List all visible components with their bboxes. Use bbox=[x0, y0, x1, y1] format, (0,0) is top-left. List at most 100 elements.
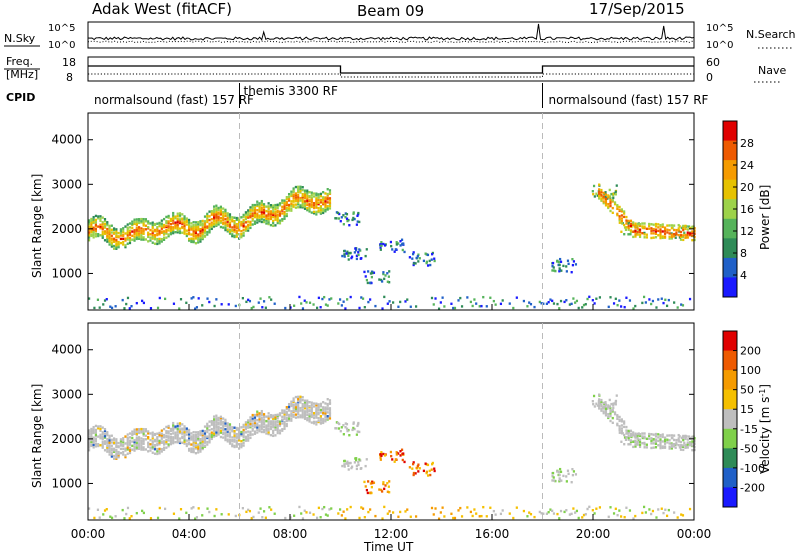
power-cell bbox=[600, 195, 603, 198]
power-cell bbox=[251, 219, 254, 222]
power-cell bbox=[691, 234, 694, 237]
velocity-cell bbox=[411, 467, 414, 470]
power-cell bbox=[176, 212, 179, 215]
power-cell bbox=[632, 235, 635, 239]
velocity-cell bbox=[342, 424, 345, 427]
velocity-cell bbox=[326, 402, 329, 406]
velocity-cell bbox=[372, 481, 376, 484]
velocity-cell bbox=[133, 440, 136, 444]
velocity-cell bbox=[677, 433, 680, 437]
velocity-cell bbox=[228, 423, 232, 426]
power-cell bbox=[274, 207, 277, 211]
power-cell bbox=[600, 199, 603, 202]
velocity-cell bbox=[183, 428, 186, 432]
power-cell bbox=[110, 243, 113, 246]
velocity-cell bbox=[412, 472, 416, 475]
power-cell bbox=[88, 228, 91, 232]
power-cell bbox=[688, 233, 692, 237]
velocity-cell bbox=[404, 510, 407, 513]
velocity-cell bbox=[632, 431, 635, 434]
velocity-cell bbox=[383, 454, 387, 457]
velocity-cell bbox=[693, 445, 696, 449]
velocity-cell bbox=[249, 430, 252, 434]
velocity-cell bbox=[265, 432, 268, 435]
power-cell bbox=[240, 224, 243, 227]
velocity-cell bbox=[174, 426, 177, 430]
power-cell bbox=[310, 199, 313, 203]
power-cell bbox=[652, 236, 655, 239]
power-cell bbox=[222, 226, 225, 229]
velocity-cell bbox=[181, 427, 184, 430]
velocity-cell bbox=[627, 429, 630, 433]
velocity-cell bbox=[237, 439, 241, 442]
velocity-cell bbox=[126, 440, 129, 443]
velocity-cell bbox=[679, 440, 683, 444]
velocity-cell bbox=[354, 457, 357, 460]
power-cell bbox=[140, 219, 143, 223]
power-cell bbox=[283, 199, 286, 202]
power-cell bbox=[317, 201, 320, 204]
velocity-cell bbox=[94, 439, 98, 443]
velocity-cell bbox=[122, 443, 125, 447]
velocity-cell bbox=[650, 437, 653, 440]
velocity-cell bbox=[439, 511, 442, 514]
power-cell bbox=[571, 263, 575, 267]
velocity-cell bbox=[417, 470, 420, 473]
power-cell bbox=[251, 209, 254, 212]
power-cell bbox=[661, 225, 664, 229]
velocity-cell bbox=[217, 418, 220, 422]
power-cell bbox=[262, 211, 266, 214]
velocity-cell bbox=[607, 406, 610, 409]
power-cell bbox=[310, 191, 313, 194]
power-cell bbox=[133, 220, 136, 224]
power-cell bbox=[395, 243, 398, 246]
velocity-cell bbox=[317, 403, 320, 406]
power-cell bbox=[383, 295, 386, 299]
power-cell bbox=[554, 269, 557, 273]
velocity-cell bbox=[664, 508, 667, 511]
power-cell bbox=[199, 222, 202, 225]
power-cell bbox=[386, 280, 389, 283]
velocity-cell bbox=[652, 433, 655, 436]
power-cell bbox=[133, 239, 136, 242]
velocity-cell bbox=[247, 439, 250, 442]
velocity-cell bbox=[662, 511, 665, 515]
velocity-cell bbox=[151, 443, 154, 447]
power-cell bbox=[299, 187, 302, 190]
velocity-cell bbox=[604, 407, 608, 411]
velocity-cell bbox=[673, 434, 676, 437]
velocity-cell bbox=[187, 433, 191, 436]
velocity-cell bbox=[92, 440, 95, 443]
velocity-cell bbox=[355, 464, 358, 468]
velocity-cell bbox=[609, 419, 612, 423]
power-cell bbox=[303, 299, 306, 302]
power-cell bbox=[201, 236, 204, 240]
velocity-cell bbox=[265, 427, 268, 430]
velocity-cell bbox=[428, 469, 431, 473]
velocity-cell bbox=[258, 424, 261, 427]
velocity-cell bbox=[459, 506, 462, 510]
velocity-cell bbox=[480, 514, 483, 518]
velocity-cell bbox=[547, 510, 550, 514]
power-cell bbox=[265, 216, 268, 219]
velocity-cell bbox=[661, 433, 664, 436]
velocity-colorbar-swatch bbox=[723, 467, 737, 488]
power-cell bbox=[185, 301, 188, 305]
velocity-cell bbox=[663, 439, 667, 443]
velocity-cell bbox=[224, 419, 227, 423]
velocity-cell bbox=[112, 437, 116, 440]
velocity-cell bbox=[670, 434, 673, 437]
velocity-cell bbox=[253, 423, 257, 427]
velocity-cell bbox=[614, 403, 617, 406]
velocity-cell bbox=[638, 433, 642, 436]
power-cell bbox=[310, 197, 313, 201]
power-cell bbox=[308, 210, 311, 213]
velocity-cell bbox=[233, 444, 236, 448]
velocity-cell bbox=[623, 442, 626, 446]
velocity-cell bbox=[126, 446, 129, 449]
power-cell bbox=[108, 236, 111, 240]
power-cell bbox=[226, 224, 229, 228]
velocity-cell bbox=[648, 434, 651, 438]
velocity-cell bbox=[559, 509, 563, 513]
velocity-cell bbox=[158, 439, 161, 443]
